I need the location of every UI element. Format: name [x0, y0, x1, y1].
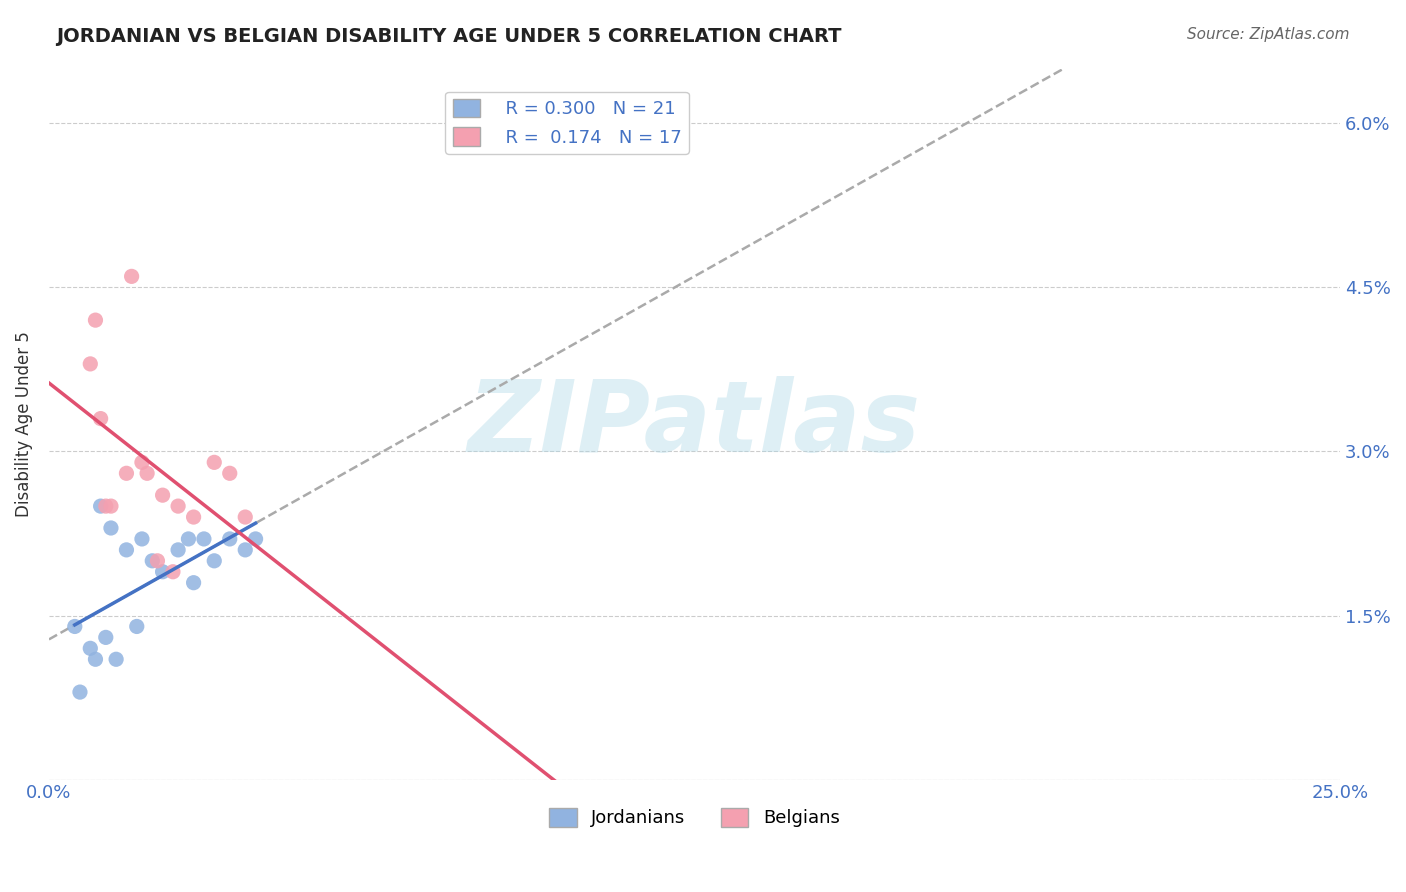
- Text: ZIPatlas: ZIPatlas: [468, 376, 921, 473]
- Point: [131, 455, 153, 469]
- Point: [152, 565, 174, 579]
- Point: [177, 532, 200, 546]
- Text: Source: ZipAtlas.com: Source: ZipAtlas.com: [1187, 27, 1350, 42]
- Y-axis label: Disability Age Under 5: Disability Age Under 5: [15, 331, 32, 517]
- Point: [193, 532, 215, 546]
- Point: [121, 269, 143, 284]
- Point: [63, 619, 86, 633]
- Point: [218, 532, 240, 546]
- Point: [69, 685, 91, 699]
- Point: [183, 575, 205, 590]
- Point: [90, 411, 112, 425]
- Text: JORDANIAN VS BELGIAN DISABILITY AGE UNDER 5 CORRELATION CHART: JORDANIAN VS BELGIAN DISABILITY AGE UNDE…: [56, 27, 842, 45]
- Point: [183, 510, 205, 524]
- Point: [79, 641, 101, 656]
- Point: [152, 488, 174, 502]
- Point: [146, 554, 169, 568]
- Point: [202, 455, 225, 469]
- Point: [233, 510, 256, 524]
- Point: [141, 554, 163, 568]
- Point: [90, 499, 112, 513]
- Point: [100, 521, 122, 535]
- Point: [131, 532, 153, 546]
- Point: [84, 313, 107, 327]
- Point: [218, 467, 240, 481]
- Point: [94, 499, 117, 513]
- Point: [125, 619, 148, 633]
- Point: [94, 631, 117, 645]
- Point: [233, 542, 256, 557]
- Legend: Jordanians, Belgians: Jordanians, Belgians: [543, 801, 846, 835]
- Point: [84, 652, 107, 666]
- Point: [167, 542, 190, 557]
- Point: [162, 565, 184, 579]
- Point: [167, 499, 190, 513]
- Point: [202, 554, 225, 568]
- Point: [115, 542, 138, 557]
- Point: [100, 499, 122, 513]
- Point: [245, 532, 267, 546]
- Point: [79, 357, 101, 371]
- Point: [136, 467, 159, 481]
- Point: [115, 467, 138, 481]
- Point: [105, 652, 128, 666]
